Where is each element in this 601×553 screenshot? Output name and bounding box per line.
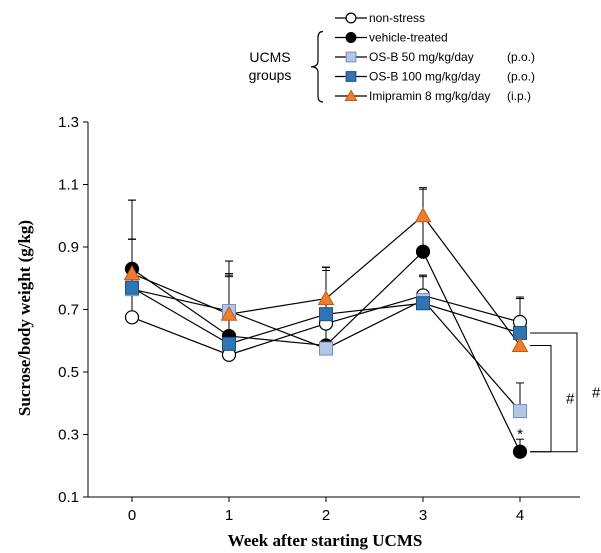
significance-bracket bbox=[530, 344, 552, 453]
data-point-s0 bbox=[124, 310, 140, 325]
data-point-s4 bbox=[511, 336, 529, 352]
y-tick-label: 1.3 bbox=[58, 114, 79, 131]
legend: non-stress vehicle-treated OS-B 50 mg/kg/d… bbox=[249, 11, 535, 103]
x-tick-label: 2 bbox=[322, 507, 330, 524]
x-tick-label: 0 bbox=[128, 507, 136, 524]
legend-suffix: (p.o.) bbox=[507, 50, 535, 64]
data-point-s1 bbox=[415, 244, 431, 259]
significance-asterisk: * bbox=[517, 426, 523, 443]
data-point-s4 bbox=[317, 290, 335, 306]
y-tick-label: 1.1 bbox=[58, 177, 79, 194]
legend-suffix: (i.p.) bbox=[507, 89, 531, 103]
significance-hash: # bbox=[566, 391, 575, 408]
x-tick-label: 4 bbox=[516, 507, 524, 524]
y-tick-label: 0.7 bbox=[58, 302, 79, 319]
ucms-groups-label: UCMS bbox=[249, 49, 290, 65]
x-tick-label: 3 bbox=[419, 507, 427, 524]
legend-marker bbox=[345, 32, 357, 43]
significance-bracket bbox=[530, 332, 578, 453]
legend-marker bbox=[345, 71, 357, 82]
legend-label: OS-B 100 mg/kg/day bbox=[369, 70, 480, 84]
y-axis-title: Sucrose/body weight (g/kg) bbox=[15, 220, 34, 416]
legend-marker bbox=[345, 12, 357, 24]
ucms-bracket bbox=[310, 30, 324, 103]
legend-label: vehicle-treated bbox=[369, 31, 448, 45]
data-point-s4 bbox=[220, 305, 238, 321]
data-point-s4 bbox=[414, 207, 432, 223]
legend-label: OS-B 50 mg/kg/day bbox=[369, 50, 474, 64]
data-point-s3 bbox=[125, 280, 139, 295]
plot-area: 0.1 0.3 0.5 0.7 0.9 1.1 1.3 0 1 2 3 4 bbox=[58, 114, 580, 524]
data-point-s2 bbox=[513, 404, 527, 419]
data-point-s3 bbox=[222, 336, 236, 351]
annotations: * # # bbox=[517, 332, 601, 453]
legend-label: non-stress bbox=[369, 11, 425, 25]
data-point-s2 bbox=[319, 341, 333, 356]
data-point-s3 bbox=[416, 296, 430, 311]
data-point-s1 bbox=[512, 444, 528, 459]
data-point-s3 bbox=[319, 307, 333, 322]
y-tick-label: 0.5 bbox=[58, 364, 79, 381]
legend-suffix: (p.o.) bbox=[507, 70, 535, 84]
x-axis-title: Week after starting UCMS bbox=[228, 531, 423, 550]
y-tick-label: 0.9 bbox=[58, 239, 79, 256]
significance-hash: # bbox=[592, 384, 601, 401]
y-tick-label: 0.3 bbox=[58, 427, 79, 444]
x-tick-label: 1 bbox=[225, 507, 233, 524]
data-point-s4 bbox=[123, 265, 141, 281]
legend-marker bbox=[344, 89, 358, 101]
legend-label: Imipramin 8 mg/kg/day bbox=[369, 89, 490, 103]
ucms-groups-label-2: groups bbox=[249, 67, 292, 83]
legend-marker bbox=[345, 51, 357, 63]
y-tick-label: 0.1 bbox=[58, 489, 79, 506]
